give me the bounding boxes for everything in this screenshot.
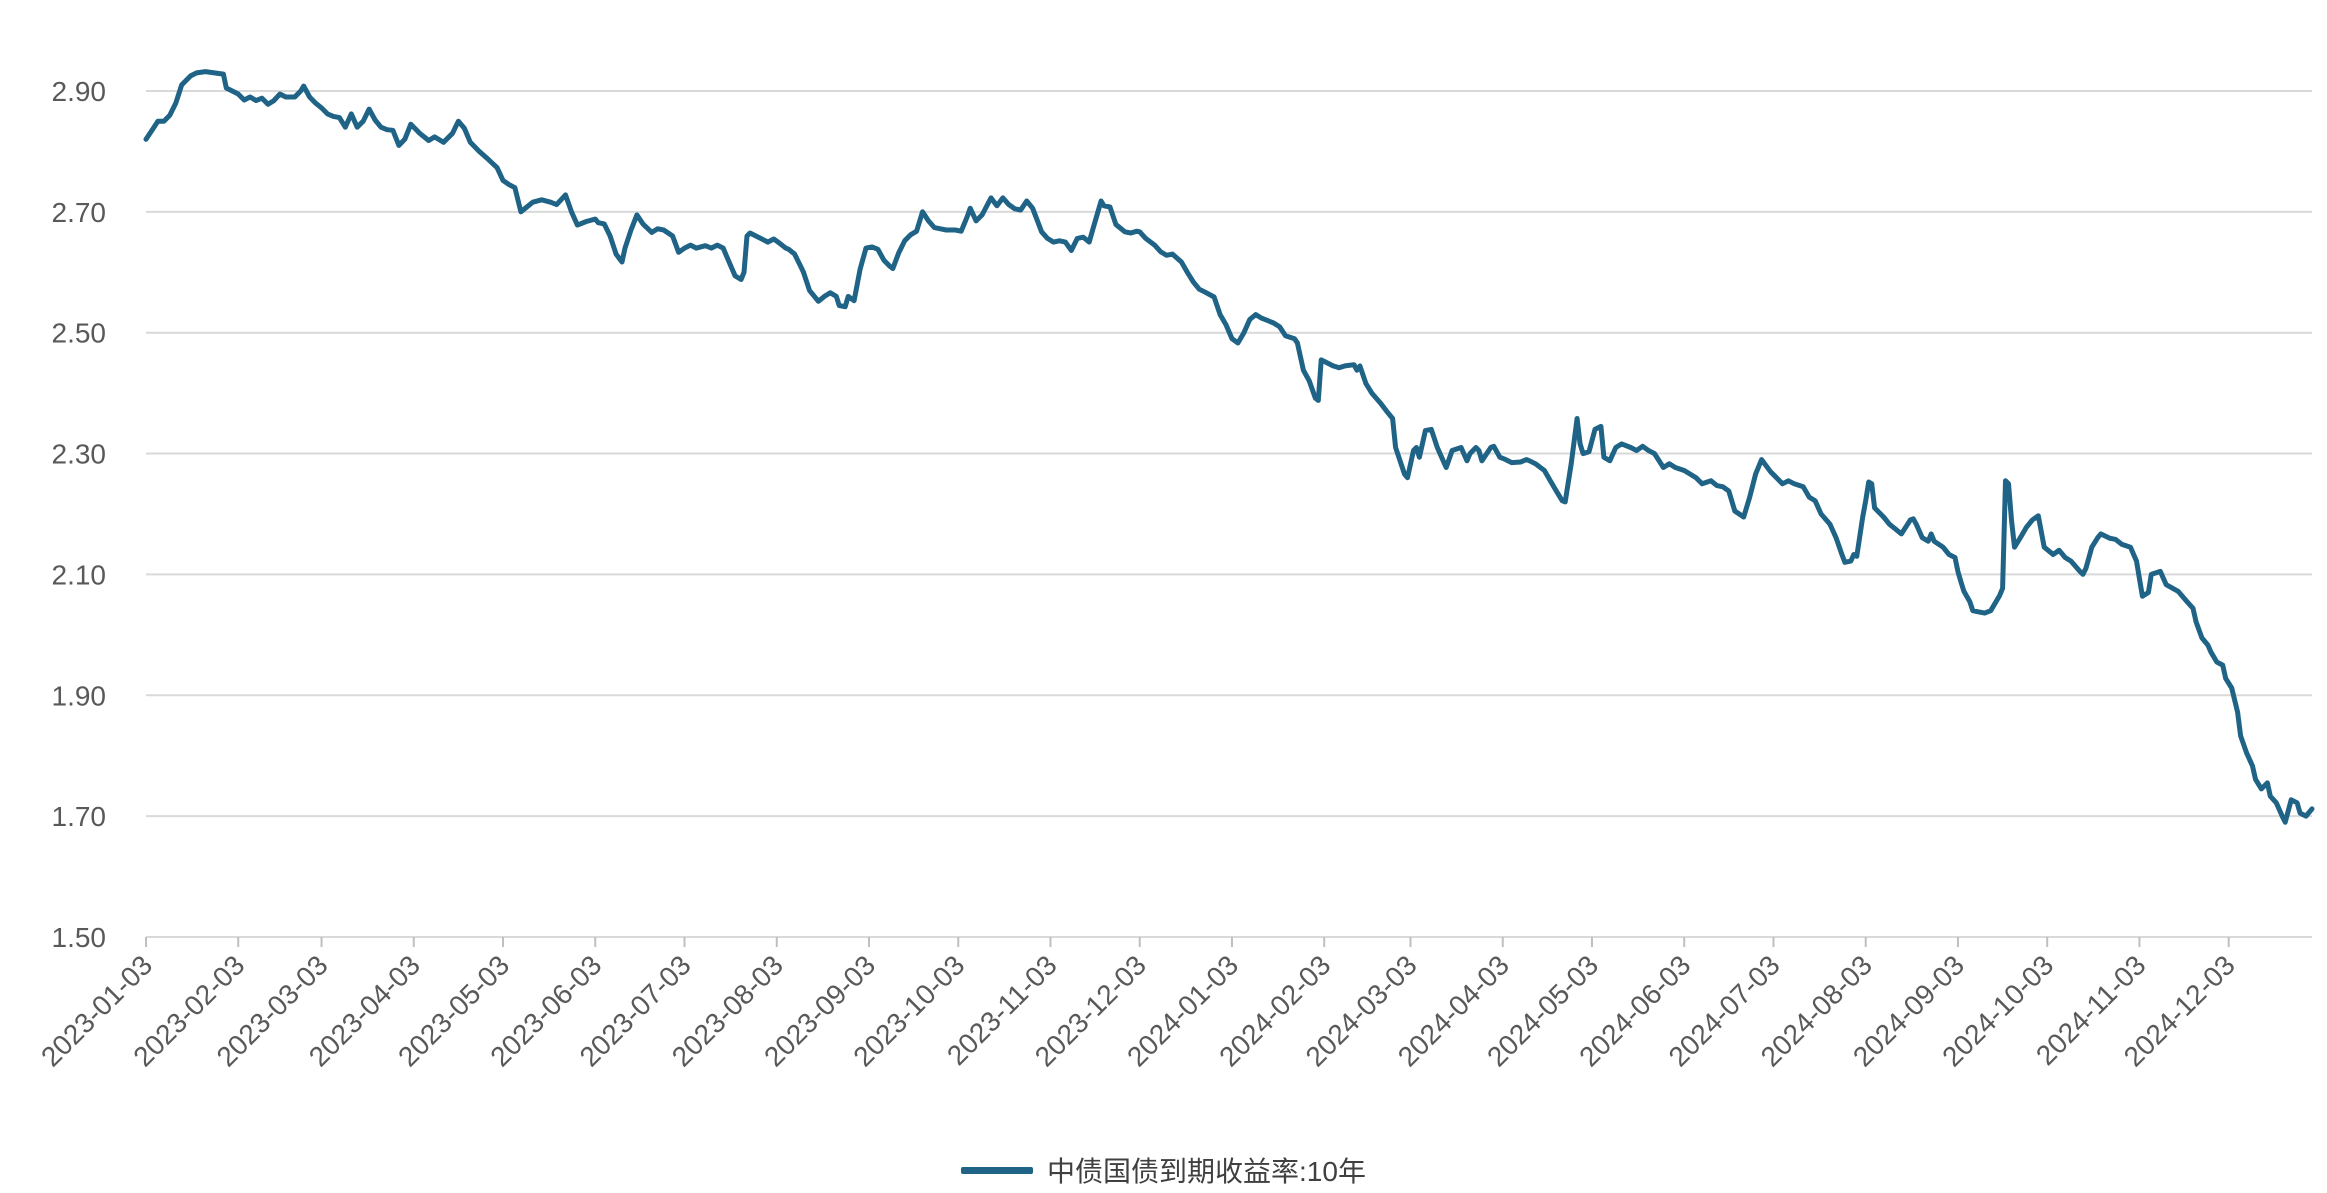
- y-axis-tick-label: 1.90: [52, 680, 107, 711]
- y-axis-tick-label: 1.70: [52, 801, 107, 832]
- y-axis-tick-label: 2.90: [52, 76, 107, 107]
- y-axis-tick-label: 2.30: [52, 439, 107, 470]
- y-axis-tick-label: 2.70: [52, 197, 107, 228]
- chart-legend: 中债国债到期收益率:10年: [0, 1150, 2327, 1190]
- y-axis-tick-label: 2.10: [52, 559, 107, 590]
- y-axis-tick-label: 2.50: [52, 318, 107, 349]
- yield-series-line: [143, 69, 2315, 825]
- legend-line-swatch: [961, 1166, 1034, 1174]
- legend-series-label: 中债国债到期收益率:10年: [1047, 1156, 1366, 1187]
- y-axis-tick-label: 1.50: [52, 922, 107, 953]
